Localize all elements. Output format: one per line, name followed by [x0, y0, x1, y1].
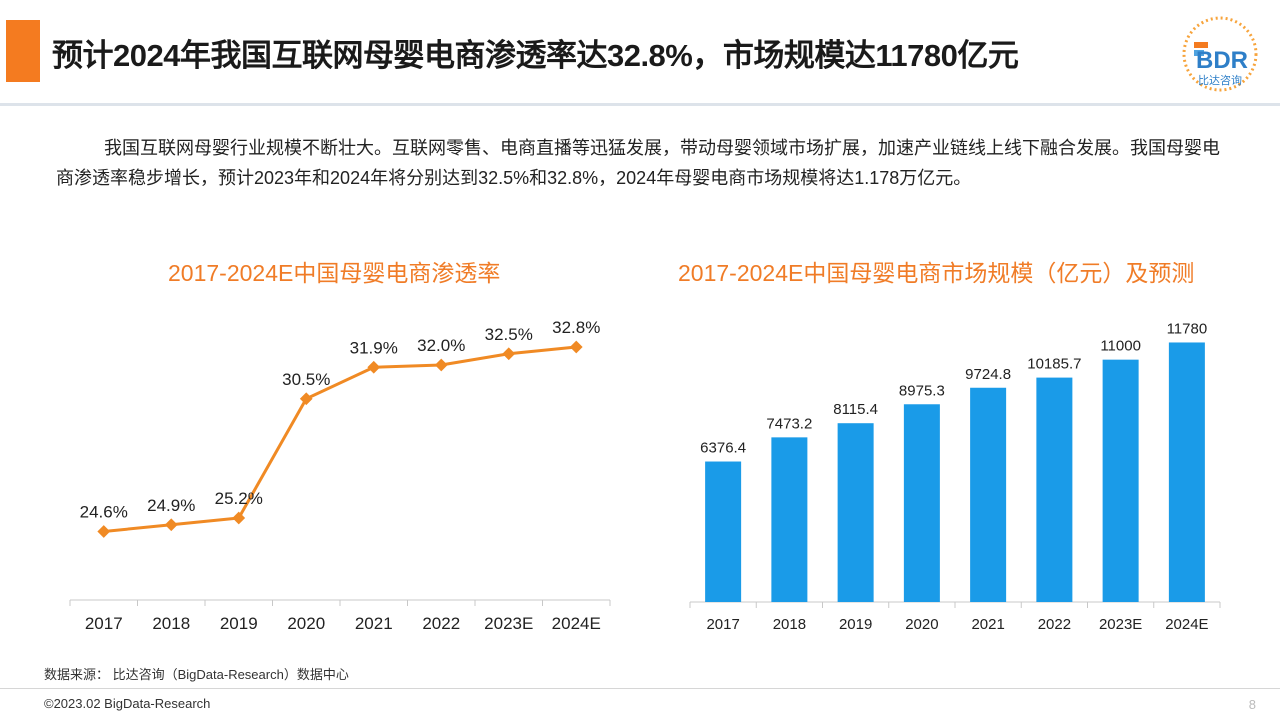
bar [1168, 342, 1205, 602]
tick-label: 2017 [706, 616, 739, 633]
bar-chart-title: 2017-2024E中国母婴电商市场规模（亿元）及预测 [678, 260, 1195, 286]
data-label: 32.8% [552, 318, 600, 337]
page-title: 预计2024年我国互联网母婴电商渗透率达32.8%，市场规模达11780亿元 [52, 38, 1019, 73]
tick-label: 2018 [773, 616, 806, 633]
summary-paragraph: 我国互联网母婴行业规模不断壮大。互联网零售、电商直播等迅猛发展，带动母婴领域市场… [56, 138, 1220, 188]
data-label: 31.9% [350, 338, 398, 357]
data-point [367, 360, 381, 374]
data-label: 6376.4 [700, 440, 746, 457]
data-label: 24.6% [80, 503, 128, 522]
data-label: 32.0% [417, 336, 465, 355]
bar [705, 461, 742, 602]
logo-text: BDR [1196, 47, 1248, 74]
data-point [299, 392, 313, 406]
page-number: 8 [1248, 697, 1256, 712]
title-accent-bar [6, 20, 40, 82]
data-point [232, 511, 246, 525]
bdr-logo: BDR 比达咨询 [1182, 16, 1258, 92]
data-point [502, 347, 516, 361]
tick-label: 2024E [1165, 616, 1208, 633]
tick-label: 2023E [484, 614, 533, 633]
tick-label: 2022 [422, 614, 460, 633]
bar [1102, 359, 1139, 602]
tick-label: 2017 [85, 614, 123, 633]
data-label: 8115.4 [833, 401, 878, 418]
bar [970, 387, 1007, 602]
tick-label: 2021 [355, 614, 393, 633]
data-label: 32.5% [485, 325, 533, 344]
penetration-line-chart: 24.6% 2017 24.9% 2018 25.2% 2019 30.5% 2020 31.9… [69, 318, 611, 633]
tick-label: 2019 [839, 616, 872, 633]
data-label: 24.9% [147, 496, 195, 515]
copyright: ©2023.02 BigData-Research [44, 696, 211, 711]
data-label: 8975.3 [899, 382, 945, 399]
data-point [164, 518, 178, 532]
tick-label: 2019 [220, 614, 258, 633]
bar [1036, 377, 1073, 602]
market-size-bar-chart: 6376.4 2017 7473.2 2018 8115.4 2019 8975.3 2020… [689, 320, 1221, 633]
tick-label: 2023E [1099, 616, 1142, 633]
tick-label: 2021 [971, 616, 1004, 633]
data-point [569, 340, 583, 354]
data-label: 11000 [1100, 338, 1141, 355]
footer-divider [0, 688, 1280, 689]
tick-label: 2024E [552, 614, 601, 633]
bar [771, 437, 808, 602]
data-label: 30.5% [282, 370, 330, 389]
tick-label: 2022 [1038, 616, 1071, 633]
data-label: 7473.2 [766, 415, 812, 432]
tick-label: 2020 [287, 614, 325, 633]
data-label: 10185.7 [1027, 356, 1081, 373]
line-chart-title: 2017-2024E中国母婴电商渗透率 [168, 260, 501, 286]
data-label: 11780 [1167, 320, 1208, 337]
data-label: 25.2% [215, 489, 263, 508]
tick-label: 2018 [152, 614, 190, 633]
tick-label: 2020 [905, 616, 938, 633]
bar [903, 404, 940, 602]
title-divider [0, 103, 1280, 106]
logo-subtext: 比达咨询 [1198, 73, 1242, 87]
data-label: 9724.8 [965, 366, 1011, 383]
data-point [97, 525, 111, 538]
data-point [434, 358, 448, 372]
series-line [103, 345, 577, 533]
data-source: 数据来源： 比达咨询（BigData-Research）数据中心 [44, 667, 349, 682]
bar [837, 423, 874, 602]
